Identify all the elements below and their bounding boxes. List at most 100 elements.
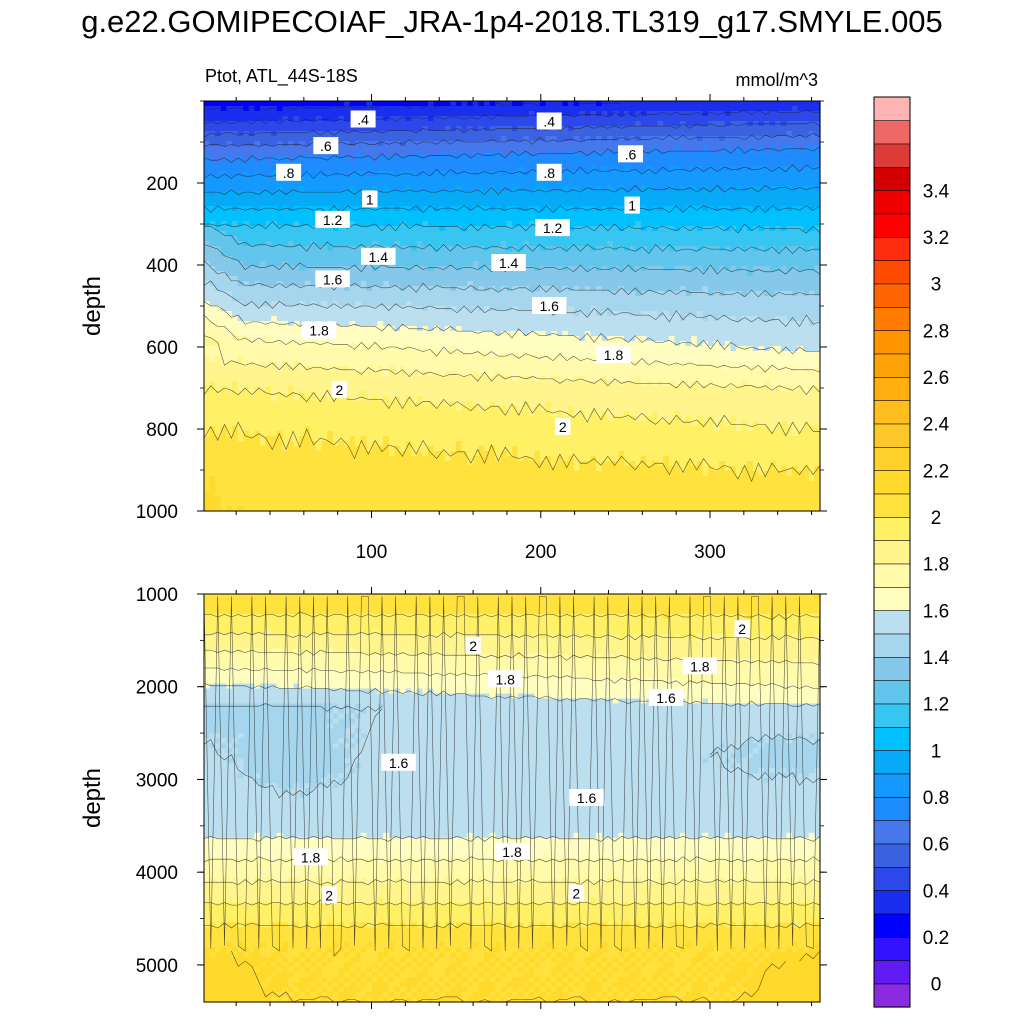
field-cell [612,221,619,227]
field-cell [534,106,541,112]
field-cell [495,146,502,152]
field-cell [500,121,507,127]
field-cell [304,211,311,217]
field-cell [489,281,496,287]
field-cell [220,196,227,202]
field-cell [349,241,356,247]
field-cell [405,201,412,207]
field-cell [736,196,743,202]
field-cell [444,101,451,107]
field-cell [293,206,300,212]
field-cell [523,231,530,237]
field-cell [752,166,759,172]
field-cell [327,171,334,177]
field-cell [668,156,675,162]
field-cell [332,186,339,192]
field-cell [624,301,631,307]
field-cell [321,236,328,242]
field-cell [349,301,356,307]
field-cell [243,156,250,162]
field-cell [752,216,759,222]
field-cell [512,161,519,167]
field-cell [573,166,580,172]
field-cell [215,171,222,177]
field-cell [668,121,675,127]
field-cell [579,176,586,182]
field-cell [713,161,720,167]
field-cell [769,106,776,112]
field-cell [573,141,580,147]
field-cell [299,316,306,322]
field-cell [663,136,670,142]
field-cell [484,241,491,247]
field-cell [276,196,283,202]
field-cell [786,241,793,247]
field-cell [691,106,698,112]
field-cell [803,131,810,137]
field-cell [394,181,401,187]
field-cell [808,211,815,217]
field-cell [243,121,250,127]
field-cell [808,256,815,262]
field-cell [243,106,250,112]
field-cell [478,126,485,132]
field-cell [769,136,776,142]
field-cell [696,131,703,137]
field-cell [579,271,586,277]
field-cell [366,276,373,282]
field-cell [629,301,636,307]
field-cell [411,201,418,207]
field-cell [797,296,804,302]
field-cell [254,231,261,237]
field-cell [366,131,373,137]
field-cell [428,301,435,307]
field-cell [568,216,575,222]
field-cell [640,121,647,127]
field-cell [360,211,367,217]
field-cell [372,296,379,302]
field-cell [674,231,681,237]
field-cell [366,326,373,332]
field-cell [215,306,222,312]
field-cell [215,291,222,297]
field-cell [215,161,222,167]
field-cell [747,321,754,327]
field-cell [568,111,575,117]
field-cell [607,306,614,312]
field-cell [444,306,451,312]
field-cell [377,141,384,147]
field-cell [730,241,737,247]
field-cell [360,301,367,307]
field-cell [204,146,211,152]
field-cell [568,311,575,317]
field-cell [612,151,619,157]
field-cell [321,206,328,212]
field-cell [803,246,810,252]
field-cell [388,296,395,302]
field-cell [590,211,597,217]
field-cell [629,291,636,297]
field-cell [618,236,625,242]
field-cell [702,206,709,212]
field-cell [730,136,737,142]
field-cell [366,146,373,152]
field-cell [624,306,631,312]
field-cell [450,216,457,222]
field-cell [478,311,485,317]
field-cell [405,266,412,272]
field-cell [803,281,810,287]
field-cell [355,251,362,257]
field-cell [299,271,306,277]
field-cell [685,291,692,297]
field-cell [444,166,451,172]
field-cell [232,241,239,247]
field-cell [288,296,295,302]
field-cell [444,141,451,147]
field-cell [596,126,603,132]
field-cell [758,181,765,187]
field-cell [472,156,479,162]
field-cell [724,126,731,132]
field-cell [528,121,535,127]
field-cell [792,196,799,202]
field-cell [607,321,614,327]
